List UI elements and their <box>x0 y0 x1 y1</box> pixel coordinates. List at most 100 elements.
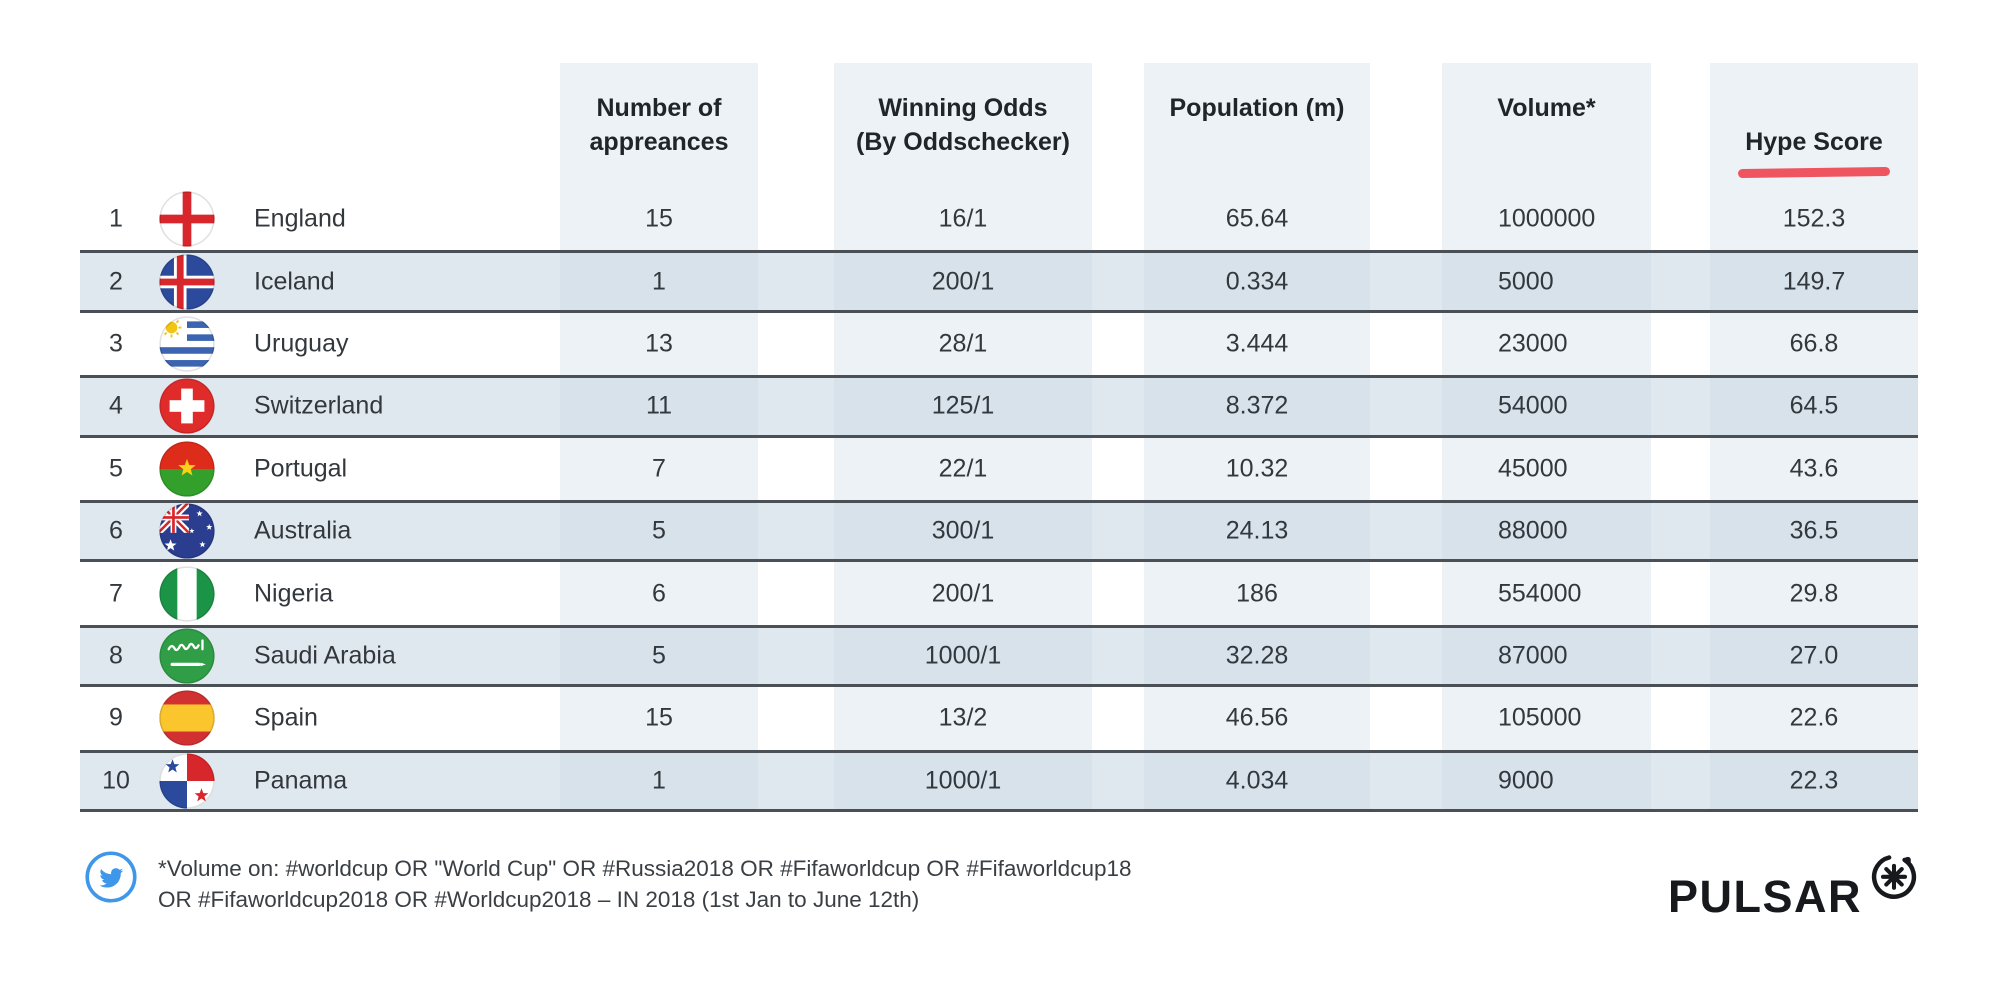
country-name: Nigeria <box>254 579 334 608</box>
header-odds: Winning Odds (By Oddschecker) <box>856 94 1070 156</box>
hype-score-value: 43.6 <box>1789 454 1839 483</box>
hype-score-value: 22.3 <box>1789 766 1839 795</box>
rank-value: 10 <box>102 766 130 795</box>
population-value: 24.13 <box>1225 516 1289 545</box>
rank-value: 2 <box>109 267 123 296</box>
flag-australia-icon <box>159 503 215 559</box>
table-row: 7 Nigeria 6 200/1 186 554000 29.8 <box>80 562 1918 624</box>
volume-value: 9000 <box>1498 766 1554 795</box>
table-row: 6 Australia 5 300/1 24.13 88000 36.5 <box>80 499 1918 563</box>
volume-value: 88000 <box>1498 516 1568 545</box>
country-name: Spain <box>254 703 318 732</box>
hype-score-value: 66.8 <box>1789 329 1839 358</box>
country-name: Portugal <box>254 454 348 483</box>
population-value: 46.56 <box>1225 703 1289 732</box>
appearances-value: 15 <box>645 703 673 732</box>
population-value: 0.334 <box>1225 267 1289 296</box>
flag-uruguay-icon <box>159 316 215 372</box>
flag-cell <box>158 627 216 685</box>
header-appearances: Number of appreances <box>589 94 729 156</box>
rank-value: 3 <box>109 329 123 358</box>
country-name: Panama <box>254 766 348 795</box>
flag-cell <box>158 689 216 747</box>
hype-score-value: 152.3 <box>1782 204 1846 233</box>
pulsar-logo: PULSAR <box>1668 850 1920 923</box>
volume-value: 554000 <box>1498 579 1582 608</box>
table-row: 1 England 15 16/1 65.64 1000000 152.3 <box>80 188 1918 250</box>
twitter-icon <box>84 850 138 904</box>
volume-value: 45000 <box>1498 454 1568 483</box>
flag-cell <box>158 565 216 623</box>
rank-value: 5 <box>109 454 123 483</box>
flag-cell <box>158 440 216 498</box>
population-value: 65.64 <box>1225 204 1289 233</box>
flag-panama-icon <box>159 753 215 809</box>
volume-value: 54000 <box>1498 391 1568 420</box>
country-name: Australia <box>254 516 352 545</box>
hype-score-value: 36.5 <box>1789 516 1839 545</box>
population-value: 3.444 <box>1225 329 1289 358</box>
flag-cell <box>158 377 216 435</box>
flag-cell <box>158 315 216 373</box>
volume-value: 1000000 <box>1498 204 1596 233</box>
table-row: 3 Uruguay 13 28/1 3.444 23000 66.8 <box>80 313 1918 375</box>
country-name: Iceland <box>254 267 335 296</box>
header-hype-score-label: Hype Score <box>1745 128 1883 156</box>
table-row: 8 Saudi Arabia 5 1000/1 32.28 87000 27.0 <box>80 624 1918 688</box>
flag-iceland-icon <box>159 253 215 310</box>
rank-value: 4 <box>109 391 123 420</box>
country-name: Switzerland <box>254 391 384 420</box>
table-row: 2 Iceland 1 200/1 0.334 5000 149.7 <box>80 250 1918 313</box>
hype-score-value: 27.0 <box>1789 641 1839 670</box>
rank-value: 9 <box>109 703 123 732</box>
volume-footnote: *Volume on: #worldcup OR "World Cup" OR … <box>158 853 1132 915</box>
flag-cell <box>158 253 216 311</box>
volume-footnote-line1: *Volume on: #worldcup OR "World Cup" OR … <box>158 856 1132 881</box>
odds-value: 28/1 <box>938 329 988 358</box>
hype-score-underline <box>1737 166 1891 179</box>
odds-value: 1000/1 <box>924 766 1002 795</box>
country-name: England <box>254 204 346 233</box>
odds-value: 22/1 <box>938 454 988 483</box>
volume-value: 105000 <box>1498 703 1582 732</box>
population-value: 186 <box>1236 579 1278 608</box>
rank-value: 1 <box>109 204 123 233</box>
country-name: Saudi Arabia <box>254 641 396 670</box>
volume-value: 23000 <box>1498 329 1568 358</box>
odds-value: 200/1 <box>931 579 995 608</box>
population-value: 32.28 <box>1225 641 1289 670</box>
header-population: Population (m) <box>1169 94 1345 122</box>
flag-cell <box>158 502 216 560</box>
volume-value: 87000 <box>1498 641 1568 670</box>
flag-cell <box>158 190 216 248</box>
table-row: 10 Panama 1 1000/1 4.034 9000 22.3 <box>80 749 1918 812</box>
hype-score-value: 64.5 <box>1789 391 1839 420</box>
header-volume: Volume* <box>1497 94 1596 122</box>
header-hype-score: Hype Score <box>1710 91 1918 211</box>
flag-england-icon <box>159 191 215 247</box>
odds-value: 1000/1 <box>924 641 1002 670</box>
flag-cell <box>158 752 216 810</box>
appearances-value: 13 <box>645 329 673 358</box>
table-header: Number of appreances Winning Odds (By Od… <box>80 63 1918 188</box>
volume-footnote-line2: OR #Fifaworldcup2018 OR #Worldcup2018 – … <box>158 887 920 912</box>
appearances-value: 5 <box>652 641 666 670</box>
appearances-value: 1 <box>652 766 666 795</box>
population-value: 8.372 <box>1225 391 1289 420</box>
table-row: 4 Switzerland 11 125/1 8.372 54000 64.5 <box>80 375 1918 438</box>
asterisk-burst-icon <box>1868 850 1920 902</box>
rank-value: 8 <box>109 641 123 670</box>
appearances-value: 7 <box>652 454 666 483</box>
table-body: 1 England 15 16/1 65.64 1000000 152.3 2 … <box>80 188 1918 812</box>
odds-value: 16/1 <box>938 204 988 233</box>
hype-score-value: 149.7 <box>1782 267 1846 296</box>
hype-score-value: 22.6 <box>1789 703 1839 732</box>
odds-value: 125/1 <box>931 391 995 420</box>
rank-value: 6 <box>109 516 123 545</box>
volume-value: 5000 <box>1498 267 1554 296</box>
flag-spain-icon <box>159 690 215 746</box>
odds-value: 300/1 <box>931 516 995 545</box>
flag-saudi-arabia-icon <box>159 628 215 684</box>
appearances-value: 6 <box>652 579 666 608</box>
